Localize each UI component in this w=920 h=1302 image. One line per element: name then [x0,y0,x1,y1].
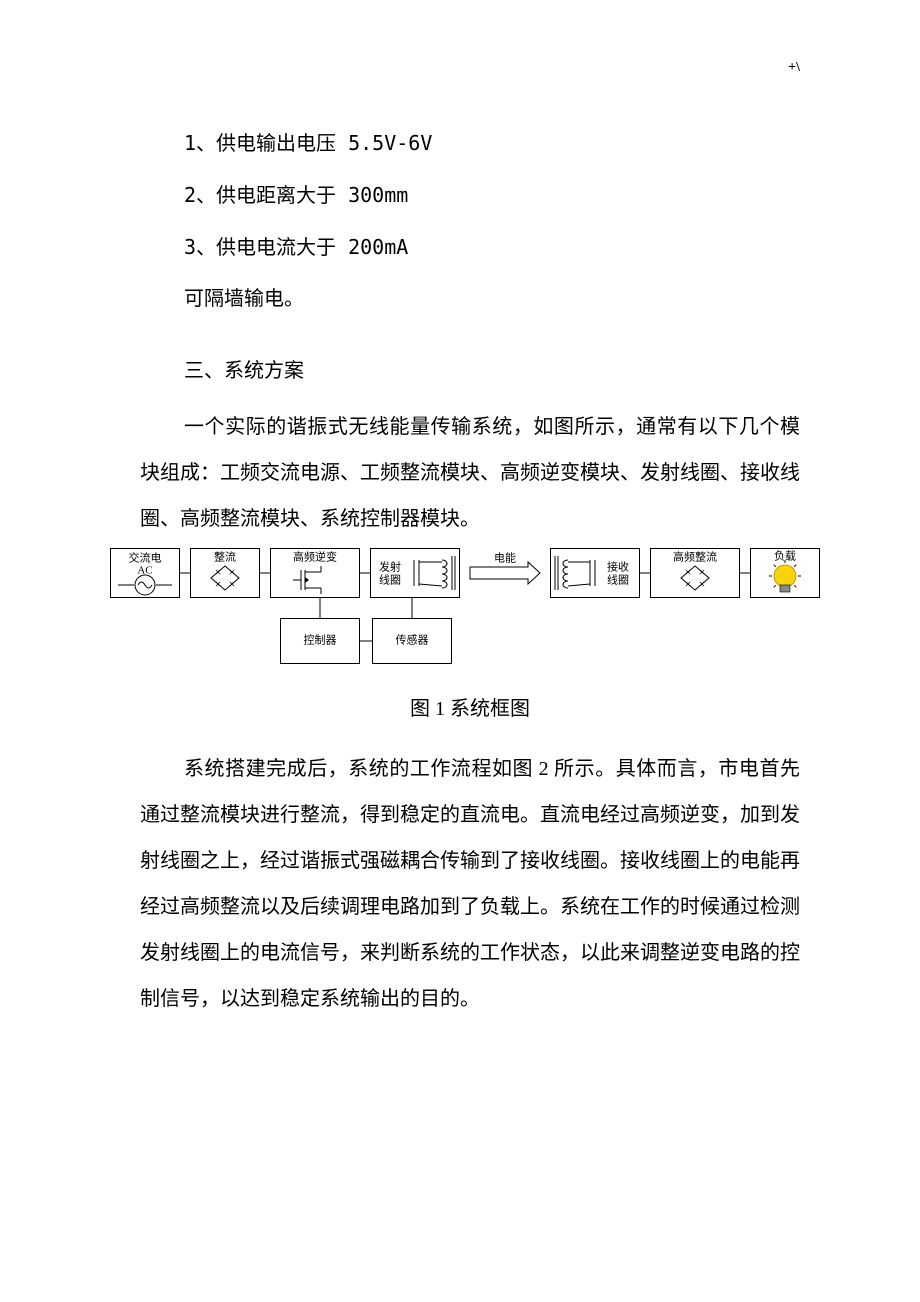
svg-text:高频整流: 高频整流 [673,550,717,564]
svg-text:接收: 接收 [607,560,629,574]
system-block-diagram: 控制器传感器交流电AC整流高频逆变发射线圈接收线圈高频整流负载电能 [110,548,832,668]
svg-text:线圈: 线圈 [607,573,629,587]
paragraph-workflow: 系统搭建完成后，系统的工作流程如图 2 所示。具体而言，市电首先通过整流模块进行… [140,746,800,1022]
spec-item-3: 3、供电电流大于 200mA [140,224,800,270]
svg-text:线圈: 线圈 [379,573,401,587]
svg-text:高频逆变: 高频逆变 [293,550,337,564]
svg-text:发射: 发射 [379,560,401,574]
svg-text:整流: 整流 [214,550,236,564]
spec-item-1: 1、供电输出电压 5.5V-6V [140,120,800,166]
figure-caption: 图 1 系统框图 [140,686,800,732]
spec-note: 可隔墙输电。 [140,276,800,322]
section-title: 三、系统方案 [140,348,800,394]
svg-text:电能: 电能 [494,551,516,565]
page-content: 1、供电输出电压 5.5V-6V 2、供电距离大于 300mm 3、供电电流大于… [140,120,800,1022]
svg-text:传感器: 传感器 [396,634,429,647]
svg-text:控制器: 控制器 [304,633,337,647]
header-mark: +\ [788,60,800,76]
svg-text:交流电: 交流电 [129,551,162,565]
spec-item-2: 2、供电距离大于 300mm [140,172,800,218]
paragraph-intro: 一个实际的谐振式无线能量传输系统，如图所示，通常有以下几个模块组成：工频交流电源… [140,404,800,542]
